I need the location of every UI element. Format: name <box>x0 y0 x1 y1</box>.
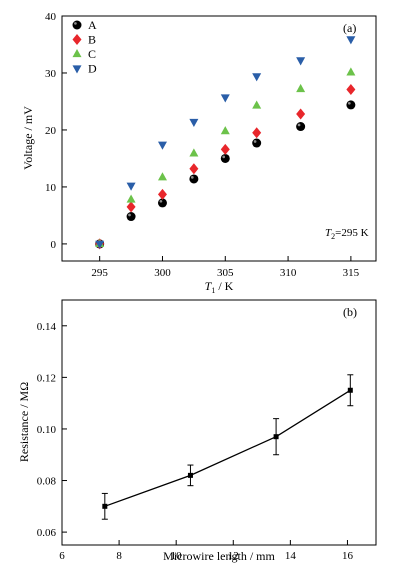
marker-highlight <box>253 140 257 143</box>
panel-a-label: (a) <box>343 21 356 35</box>
x-tick-label: 300 <box>154 267 171 279</box>
circle-marker <box>346 100 356 110</box>
y-tick-label: 20 <box>45 125 57 137</box>
circle-marker <box>72 20 82 30</box>
triangle-up-marker <box>346 67 356 76</box>
x-tick-label: 12 <box>228 550 239 562</box>
diamond-marker <box>220 143 230 155</box>
diamond-marker <box>296 108 306 120</box>
y-tick-label: 0.08 <box>37 476 57 488</box>
marker-highlight <box>159 199 163 203</box>
diamond-marker <box>72 34 82 45</box>
triangle-down-marker <box>296 57 306 66</box>
panel-b-y-ticks: 0.06 0.08 0.10 0.12 0.14 <box>37 321 67 539</box>
triangle-up-marker <box>72 49 82 58</box>
square-marker <box>347 387 353 393</box>
x-tick-label: 16 <box>342 550 354 562</box>
y-tick-label: 0.06 <box>37 527 57 539</box>
panel-b-x-axis-label: Microwire length / mm <box>163 549 275 563</box>
diamond-marker <box>346 84 356 95</box>
x-tick-label: 315 <box>343 267 360 279</box>
panel-b-marks <box>101 374 354 520</box>
x-axis-symbol: T <box>205 279 213 293</box>
panel-a-frame <box>61 15 377 262</box>
marker-highlight <box>347 101 351 105</box>
triangle-down-marker <box>95 240 105 249</box>
panel-a-y-ticks: 0 10 20 30 40 <box>45 11 67 251</box>
circle-marker <box>296 122 306 132</box>
panel-a-x-axis-label: T1 / K <box>205 279 234 295</box>
panel-a-x-ticks: 295 300 305 310 315 <box>91 256 360 279</box>
triangle-down-marker <box>220 94 230 103</box>
x-tick-label: 6 <box>59 550 65 562</box>
x-tick-label: 310 <box>280 267 297 279</box>
triangle-down-marker <box>252 73 262 82</box>
triangle-up-marker <box>220 126 230 135</box>
x-tick-label: 8 <box>116 550 122 562</box>
panel-a-annotation: T2=295 K <box>325 227 369 241</box>
legend-label-c: C <box>88 47 96 61</box>
triangle-down-marker <box>189 118 199 127</box>
circle-marker <box>126 212 136 222</box>
panel-b-frame <box>61 299 377 546</box>
legend-label-b: B <box>88 33 96 47</box>
square-marker <box>273 434 279 440</box>
x-tick-label: 305 <box>217 267 234 279</box>
circle-marker <box>220 153 230 163</box>
triangle-up-marker <box>126 194 136 203</box>
panel-a-y-axis-label: Voltage / mV <box>21 106 35 170</box>
triangle-down-marker <box>72 65 82 74</box>
marker-highlight <box>222 155 226 159</box>
y-tick-label: 0.14 <box>37 321 57 333</box>
x-tick-label: 295 <box>91 267 108 279</box>
triangle-up-marker <box>296 83 306 93</box>
marker-highlight <box>297 123 301 127</box>
y-tick-label: 0.10 <box>37 424 57 436</box>
circle-marker <box>252 138 262 148</box>
x-axis-subscript: 1 <box>211 286 215 295</box>
circle-marker <box>189 174 199 184</box>
marker-highlight <box>128 213 131 217</box>
series-line <box>104 389 351 507</box>
x-tick-label: 14 <box>285 550 297 562</box>
triangle-down-marker <box>126 182 136 191</box>
annotation-symbol: T <box>325 227 332 239</box>
annotation-subscript: 2 <box>331 232 335 241</box>
x-axis-unit: / K <box>215 279 233 293</box>
triangle-up-marker <box>189 148 199 157</box>
panel-b-x-ticks: 6 8 10 12 14 16 <box>59 540 353 562</box>
y-tick-label: 40 <box>45 11 57 23</box>
legend-label-d: D <box>88 62 97 76</box>
square-marker <box>187 472 193 478</box>
triangle-down-marker <box>346 36 356 45</box>
x-tick-label: 10 <box>171 550 183 562</box>
triangle-up-marker <box>252 100 262 109</box>
y-tick-label: 0 <box>51 239 57 251</box>
marker-highlight <box>74 22 77 25</box>
marker-highlight <box>190 176 194 179</box>
y-tick-label: 0.12 <box>37 372 56 384</box>
diamond-marker <box>252 127 262 139</box>
diamond-marker <box>157 188 167 200</box>
diamond-marker <box>189 163 199 175</box>
square-marker <box>102 503 108 509</box>
diamond-marker <box>126 201 136 213</box>
legend-label-a: A <box>88 18 97 32</box>
y-tick-label: 30 <box>45 68 57 80</box>
panel-a-marks <box>95 36 356 250</box>
panel-b-y-axis-label: Resistance / MΩ <box>17 382 31 462</box>
annotation-value: =295 K <box>335 227 368 239</box>
y-tick-label: 10 <box>45 182 57 194</box>
triangle-down-marker <box>157 141 167 150</box>
triangle-up-marker <box>157 172 167 181</box>
panel-b-label: (b) <box>343 305 357 319</box>
